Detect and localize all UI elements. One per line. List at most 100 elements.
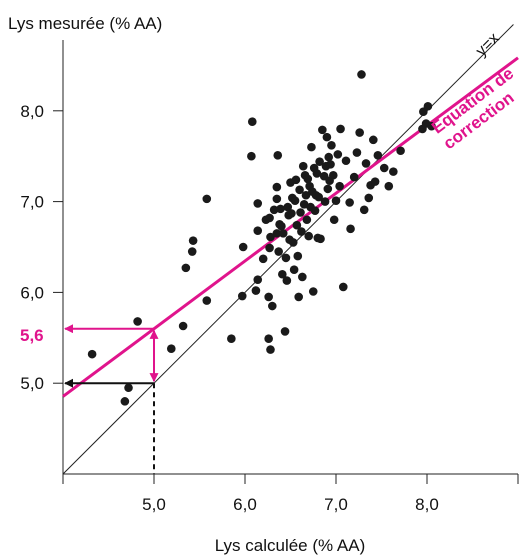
data-point: [278, 269, 287, 279]
data-point: [293, 251, 303, 261]
data-point: [258, 254, 268, 264]
data-point: [329, 215, 339, 225]
data-point: [355, 128, 364, 137]
data-point: [298, 272, 307, 282]
data-point: [327, 141, 336, 150]
data-point: [266, 232, 275, 242]
data-point: [202, 194, 212, 204]
data-point: [272, 194, 282, 204]
data-point: [298, 161, 308, 171]
data-point: [247, 151, 256, 161]
data-point: [247, 117, 257, 126]
y-tick-label: 6,0: [20, 283, 44, 302]
data-point: [188, 236, 198, 245]
x-axis-title: Lys calculée (% AA): [215, 536, 366, 555]
data-point: [346, 224, 355, 234]
data-point: [264, 292, 273, 302]
highlight-annotations: [64, 324, 159, 474]
data-point: [272, 229, 282, 238]
data-point: [316, 234, 325, 244]
data-point: [357, 70, 366, 79]
data-point: [318, 125, 327, 135]
data-point: [307, 142, 316, 152]
data-point: [296, 208, 305, 217]
data-point: [292, 220, 302, 230]
data-point: [323, 184, 333, 194]
data-point: [278, 229, 288, 238]
data-point: [253, 199, 263, 208]
data-point: [373, 150, 383, 160]
x-tick-label: 7,0: [324, 495, 348, 514]
identity-line: [62, 24, 514, 475]
data-point: [187, 247, 197, 256]
data-point: [181, 263, 191, 273]
data-point: [202, 296, 212, 305]
axes: 5,0 6,0 7,0 8,0 5,0 6,0 7,0 8,0: [20, 40, 519, 514]
data-point: [361, 159, 371, 168]
data-point: [253, 226, 263, 235]
data-point: [291, 175, 301, 185]
data-point: [276, 204, 285, 214]
data-point: [283, 202, 293, 212]
data-point: [345, 198, 354, 207]
data-point: [328, 170, 338, 180]
data-point: [335, 181, 344, 191]
data-point: [274, 247, 283, 256]
data-point: [322, 132, 332, 142]
data-point: [277, 221, 286, 231]
data-point: [238, 242, 248, 252]
data-point: [302, 215, 312, 225]
data-points: [87, 70, 436, 406]
data-point: [295, 185, 304, 195]
reference-lines: [62, 24, 519, 475]
data-point: [287, 209, 296, 218]
data-point: [280, 327, 290, 336]
data-point: [282, 276, 292, 285]
x-tick-label: 5,0: [142, 495, 166, 514]
data-point: [264, 334, 273, 344]
data-point: [290, 196, 300, 205]
data-point: [336, 124, 345, 134]
data-point: [269, 205, 279, 215]
data-point: [124, 383, 133, 393]
data-point: [341, 156, 351, 166]
y-axis-title: Lys mesurée (% AA): [8, 14, 162, 33]
data-point: [251, 286, 261, 295]
data-point: [333, 150, 343, 159]
data-point: [133, 317, 142, 326]
data-point: [308, 287, 318, 296]
data-point: [227, 334, 236, 344]
data-point: [421, 119, 431, 128]
data-point: [294, 292, 303, 302]
data-point: [266, 345, 275, 354]
data-point: [268, 301, 277, 311]
data-point: [120, 397, 130, 406]
data-point: [253, 275, 263, 284]
data-point: [315, 157, 324, 166]
data-point: [288, 238, 298, 247]
data-point: [272, 182, 282, 192]
data-point: [297, 227, 306, 236]
data-point: [352, 148, 362, 157]
data-point: [324, 152, 334, 162]
data-point: [326, 160, 335, 169]
data-point: [237, 291, 247, 301]
data-point: [265, 243, 274, 253]
data-point: [289, 265, 299, 275]
data-point: [310, 206, 320, 215]
data-point: [320, 197, 330, 206]
corrected-value-label: 5,6: [20, 326, 44, 345]
data-point: [331, 196, 341, 205]
data-point: [265, 213, 274, 223]
data-point: [166, 344, 176, 353]
data-point: [312, 169, 322, 178]
x-tick-label: 6,0: [233, 495, 257, 514]
data-point: [338, 282, 348, 292]
data-point: [304, 231, 314, 241]
data-point: [389, 167, 398, 176]
identity-line-label: y=x: [473, 30, 503, 60]
data-point: [364, 193, 374, 203]
data-point: [301, 190, 311, 200]
data-point: [396, 146, 405, 156]
y-tick-label: 8,0: [20, 102, 44, 121]
